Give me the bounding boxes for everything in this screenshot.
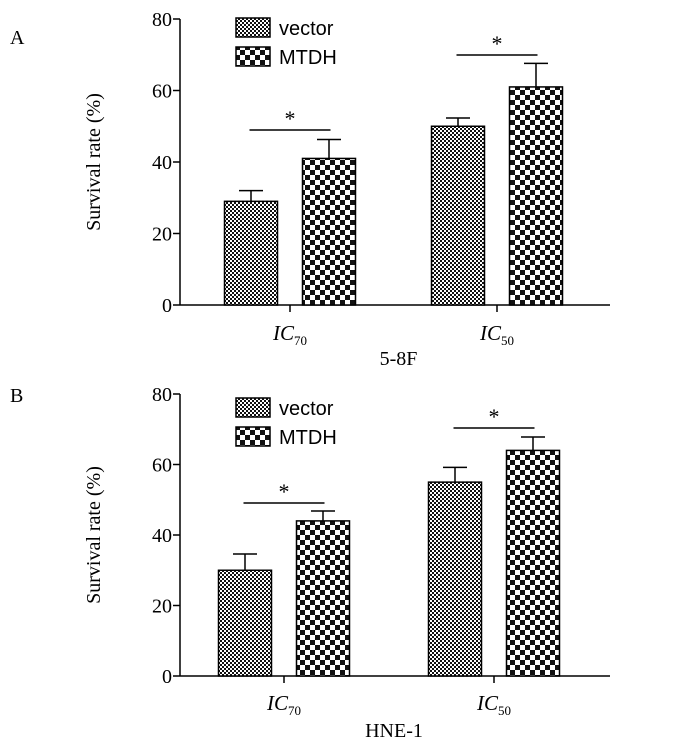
x-tick-label: IC70: [266, 691, 301, 718]
bar-mtdh: [295, 520, 351, 677]
significance-star: *: [492, 31, 503, 56]
bar-vector: [427, 481, 483, 677]
bar-mtdh: [508, 86, 564, 306]
chart-panel-a: A 0 20 40 60 80 Survival rate (%) IC70 * IC50 * 5-8…: [10, 9, 610, 370]
legend-swatch-vector: [235, 397, 271, 418]
legend-swatch-mtdh: [235, 46, 271, 67]
y-axis-label: Survival rate (%): [83, 93, 105, 231]
panel-label: B: [10, 385, 23, 407]
x-tick-label: IC70: [272, 321, 307, 348]
y-tick-label: 60: [152, 81, 172, 103]
y-axis-label: Survival rate (%): [83, 466, 105, 604]
bar-mtdh: [505, 449, 561, 677]
bar-vector: [217, 569, 273, 677]
y-tick-label: 0: [162, 666, 172, 688]
significance-star: *: [489, 404, 500, 429]
panel-label: A: [10, 27, 25, 49]
y-tick-label: 60: [152, 455, 172, 477]
y-tick-label: 80: [152, 9, 172, 31]
legend-label-vector: vector: [279, 18, 334, 40]
y-tick-label: 80: [152, 384, 172, 406]
legend-swatch-mtdh: [235, 426, 271, 447]
chart-panel-b: B 0 20 40 60 80 Survival rate (%) IC70 * IC50 * HNE…: [10, 384, 610, 742]
legend-label-mtdh: MTDH: [279, 427, 337, 449]
y-tick-label: 20: [152, 224, 172, 246]
legend-label-vector: vector: [279, 398, 334, 420]
x-tick-label: IC50: [476, 691, 511, 718]
legend-label-mtdh: MTDH: [279, 47, 337, 69]
y-tick-label: 20: [152, 596, 172, 618]
legend: vector MTDH: [235, 17, 337, 69]
bar-mtdh: [301, 157, 357, 306]
legend-swatch-vector: [235, 17, 271, 38]
y-tick-label: 40: [152, 152, 172, 174]
x-axis-label: 5-8F: [380, 348, 418, 370]
bar-vector: [223, 200, 279, 306]
significance-star: *: [285, 106, 296, 131]
y-tick-label: 40: [152, 525, 172, 547]
y-tick-label: 0: [162, 295, 172, 317]
x-axis-label: HNE-1: [365, 720, 423, 742]
x-tick-label: IC50: [479, 321, 514, 348]
bar-vector: [430, 125, 486, 306]
legend: vector MTDH: [235, 397, 337, 449]
significance-star: *: [279, 479, 290, 504]
